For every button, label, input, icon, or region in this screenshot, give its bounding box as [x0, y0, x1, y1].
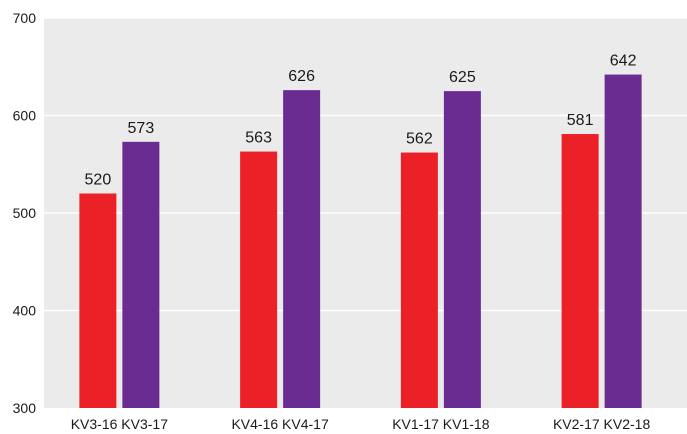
y-tick-label: 300	[13, 400, 37, 416]
data-label: 520	[85, 172, 112, 189]
bar	[79, 193, 117, 408]
x-category-label: KV2-17 KV2-18	[553, 416, 650, 432]
y-tick-label: 600	[13, 108, 37, 124]
x-axis-categories: KV3-16 KV3-17 KV4-16 KV4-17 KV1-17 KV1-18 K…	[71, 416, 651, 432]
bar	[561, 134, 599, 408]
data-label: 563	[245, 130, 272, 147]
y-tick-label: 400	[13, 303, 37, 319]
y-tick-label: 700	[13, 10, 37, 26]
bars	[79, 74, 642, 409]
y-tick-label: 500	[13, 205, 37, 221]
bar	[122, 141, 160, 408]
data-label: 642	[610, 53, 637, 70]
bar	[604, 74, 642, 409]
bar	[283, 90, 321, 409]
data-labels: 520 573 563 626 562 625 581 642	[85, 53, 637, 189]
x-category-label: KV1-17 KV1-18	[392, 416, 489, 432]
bar	[443, 91, 481, 408]
x-category-label: KV4-16 KV4-17	[231, 416, 328, 432]
x-category-label: KV3-16 KV3-17	[71, 416, 168, 432]
data-label: 562	[406, 131, 433, 148]
data-label: 573	[128, 120, 155, 137]
data-label: 581	[567, 112, 594, 129]
y-axis-ticks: 300 400 500 600 700	[13, 10, 37, 416]
bar	[400, 152, 438, 408]
bar	[240, 151, 278, 408]
data-label: 626	[288, 68, 315, 85]
data-label: 625	[449, 69, 476, 86]
